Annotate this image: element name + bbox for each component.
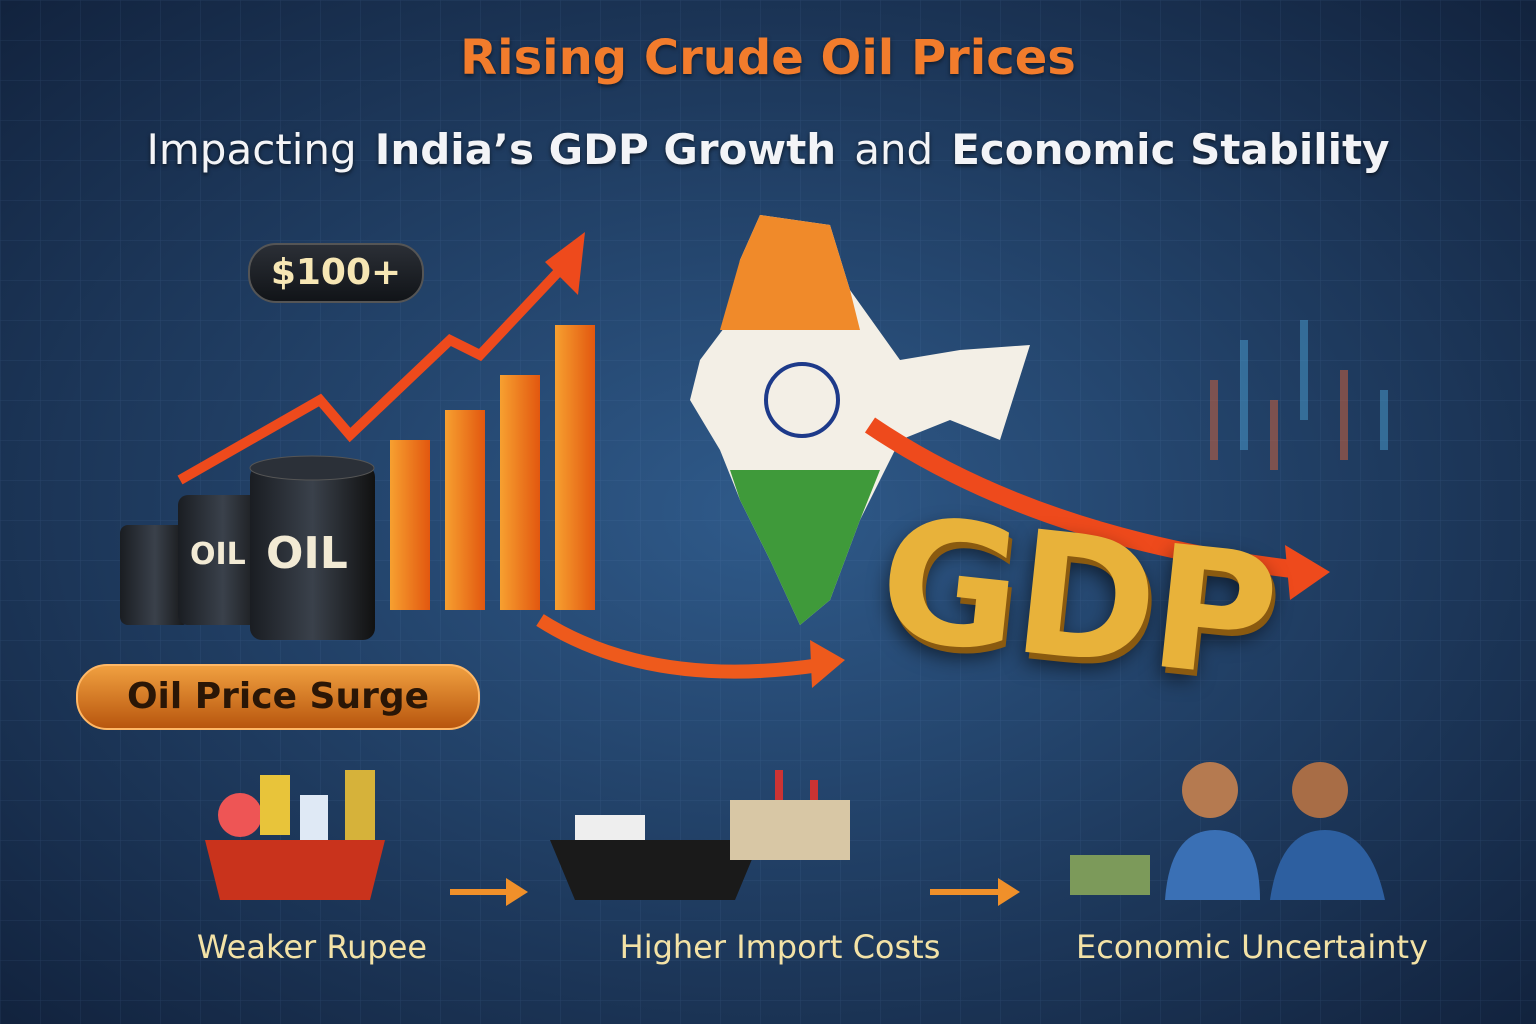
candlesticks [1210,320,1388,470]
map-green [730,470,880,625]
barrel-label: OIL [190,537,246,572]
link-arrow [536,614,822,679]
ship-icon [550,770,850,900]
rising-arrow [177,266,564,485]
barrels [120,455,375,640]
basket-icon [205,770,385,900]
people-icon [1070,762,1385,900]
subtitle-part: Impacting [146,125,357,174]
chakra [764,362,840,438]
arrow-head [545,232,585,295]
subtitle-part: and [854,125,934,174]
arrow-head [810,640,845,688]
bar-graphic [390,325,595,610]
gdp-label: GDP [870,479,1283,719]
subtitle: Impacting India’s GDP Growth and Economic S… [0,125,1536,174]
falling-arrow [864,417,1302,579]
price-badge: $100+ [248,243,424,303]
effect-label: Higher Import Costs [619,928,941,966]
flow-arrows [450,878,1020,906]
title: Rising Crude Oil Prices [460,30,1076,86]
arrow-head [1285,545,1330,600]
effect-label: Economic Uncertainty [1075,928,1429,966]
map-saffron [720,215,860,330]
caption-pill: Oil Price Surge [76,664,480,730]
subtitle-part: Economic Stability [951,125,1390,174]
effect-label: Weaker Rupee [196,928,428,966]
barrel-label: OIL [266,528,348,579]
subtitle-part: India’s GDP Growth [374,125,837,174]
